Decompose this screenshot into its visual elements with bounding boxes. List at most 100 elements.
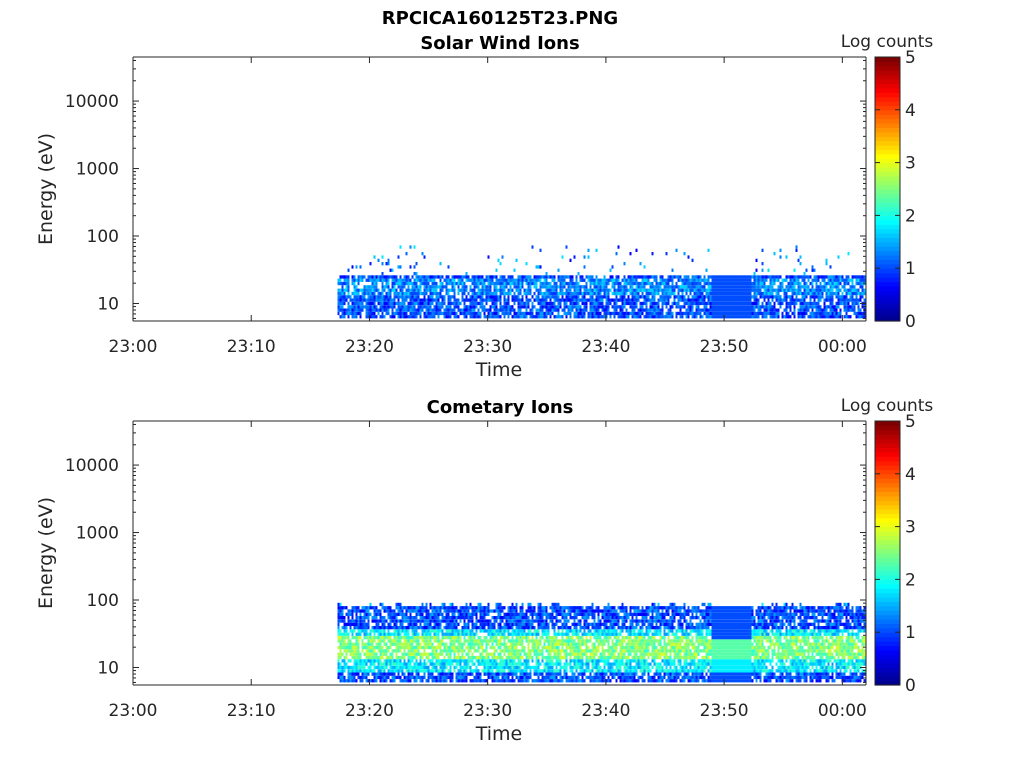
spectrogram-cell <box>381 315 384 319</box>
spectrogram-cell <box>421 636 424 640</box>
spectrogram-cell <box>395 626 398 630</box>
spectrogram-cell <box>659 295 662 299</box>
spectrogram-cell <box>817 285 820 289</box>
spectrogram-cell <box>391 612 394 616</box>
spectrogram-cell <box>861 288 864 292</box>
spectrogram-cell <box>489 652 492 656</box>
spectrogram-cell <box>459 636 462 640</box>
spectrogram-cell <box>467 305 470 309</box>
spectrogram-cell <box>359 308 362 312</box>
spectrogram-cell <box>393 275 396 279</box>
spectrogram-cell <box>685 308 688 312</box>
spectrogram-cell <box>345 665 348 670</box>
spectrogram-cell <box>353 285 356 289</box>
spectrogram-cell <box>451 285 454 289</box>
spectrogram-cell <box>837 311 840 316</box>
spectrogram-cell <box>345 285 348 289</box>
spectrogram-cell <box>845 291 848 296</box>
spectrogram-cell <box>513 672 516 676</box>
spectrogram-cell <box>521 301 524 306</box>
spectrogram-cell <box>387 301 390 306</box>
spectrogram-cell <box>771 298 774 302</box>
spectrogram-cell <box>343 301 346 306</box>
spectrogram-cell <box>473 281 476 286</box>
spectrogram-cell <box>441 311 444 316</box>
spectrogram-cell <box>373 665 376 670</box>
spectrogram-cell <box>365 311 368 316</box>
spectrogram-cell <box>521 606 524 610</box>
spectrogram-cell <box>417 311 420 316</box>
spectrogram-cell <box>483 285 486 289</box>
spectrogram-cell <box>601 281 604 286</box>
spectrogram-cell <box>411 639 414 643</box>
spectrogram-cell <box>527 626 530 630</box>
spectrogram-cell <box>481 606 484 610</box>
spectrogram-cell <box>417 652 420 656</box>
spectrogram-cell <box>415 298 418 302</box>
spectrogram-cell <box>559 285 562 289</box>
spectrogram-cell <box>407 659 410 663</box>
spectrogram-cell <box>563 285 566 289</box>
spectrogram-cell <box>423 616 426 620</box>
spectrogram-cell <box>467 632 470 636</box>
spectrogram-cell <box>555 291 558 296</box>
spectrogram-cell <box>733 298 736 302</box>
spectrogram-cell <box>503 632 506 636</box>
spectrogram-cell <box>341 652 344 656</box>
spectrogram-cell <box>575 301 578 306</box>
spectrogram-cell <box>829 291 832 296</box>
spectrogram-cell <box>705 268 708 272</box>
spectrogram-cell <box>501 659 504 663</box>
spectrogram-cell <box>479 305 482 309</box>
spectrogram-cell <box>401 622 404 626</box>
spectrogram-cell <box>495 619 498 623</box>
spectrogram-cell <box>397 265 400 269</box>
spectrogram-cell <box>471 669 474 673</box>
spectrogram-cell <box>393 281 396 286</box>
spectrogram-cell <box>759 281 762 286</box>
spectrogram-cell <box>497 308 500 312</box>
spectrogram-cell <box>495 281 498 286</box>
spectrogram-cell <box>391 616 394 620</box>
spectrogram-cell <box>409 305 412 309</box>
spectrogram-cell <box>505 629 508 633</box>
spectrogram-cell <box>385 679 388 683</box>
spectrogram-cell <box>365 675 368 680</box>
spectrogram-cell <box>483 659 486 663</box>
spectrogram-cell <box>365 632 368 636</box>
spectrogram-cell <box>557 275 560 279</box>
spectrogram-cell <box>683 301 686 306</box>
spectrogram-cell <box>491 622 494 626</box>
spectrogram-cell <box>535 298 538 302</box>
spectrogram-cell <box>831 298 834 302</box>
spectrogram-cell <box>719 301 722 306</box>
spectrogram-cell <box>517 305 520 309</box>
spectrogram-cell <box>751 281 754 286</box>
spectrogram-cell <box>393 609 396 613</box>
spectrogram-cell <box>491 311 494 316</box>
spectrogram-cell <box>509 662 512 666</box>
spectrogram-cell <box>853 311 856 316</box>
spectrogram-cell <box>339 301 342 306</box>
spectrogram-cell <box>381 255 384 259</box>
spectrogram-cell <box>371 308 374 312</box>
spectrogram-cell <box>825 308 828 312</box>
spectrogram-cell <box>709 281 712 286</box>
spectrogram-cell <box>511 626 514 630</box>
spectrogram-cell <box>493 281 496 286</box>
spectrogram-cell <box>813 305 816 309</box>
spectrogram-cell <box>369 632 372 636</box>
spectrogram-cell <box>663 301 666 306</box>
spectrogram-cell <box>399 301 402 306</box>
spectrogram-cell <box>849 315 852 319</box>
spectrogram-cell <box>459 288 462 292</box>
spectrogram-cell <box>503 315 506 319</box>
spectrogram-cell <box>363 616 366 620</box>
spectrogram-cell <box>639 285 642 289</box>
spectrogram-cell <box>539 315 542 319</box>
spectrogram-cell <box>359 655 362 660</box>
spectrogram-cell <box>385 649 388 653</box>
spectrogram-cell <box>631 281 634 286</box>
spectrogram-cell <box>785 255 788 259</box>
spectrogram-cell <box>475 285 478 289</box>
